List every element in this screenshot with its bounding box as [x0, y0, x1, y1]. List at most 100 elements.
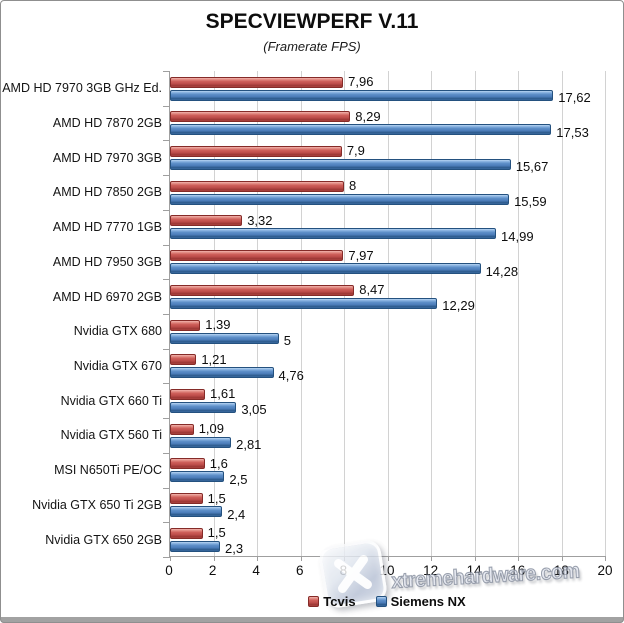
- x-axis-tick: [170, 556, 171, 561]
- bar-tcvis: [170, 76, 344, 88]
- bar-tcvis: [170, 458, 205, 470]
- legend-item-siemens-nx: Siemens NX: [375, 594, 466, 609]
- category-label: AMD HD 7770 1GB: [52, 220, 162, 235]
- category-label: Nvidia GTX 560 Ti: [60, 428, 162, 443]
- x-axis-tick-label: 6: [296, 563, 304, 578]
- category-label: AMD HD 7970 3GB GHz Ed.: [2, 81, 162, 96]
- gridline: [431, 71, 432, 556]
- y-axis-tick: [163, 522, 170, 524]
- bar-group: 7,9 15,67: [170, 140, 605, 175]
- bar-value-label: 5: [283, 333, 291, 348]
- x-axis-tick-label: 20: [597, 563, 613, 578]
- legend-swatch-siemens-nx: [375, 596, 387, 607]
- bar-group: 8 15,59: [170, 175, 605, 210]
- bar-value-label: 1,21: [201, 351, 227, 367]
- legend-label-siemens-nx: Siemens NX: [390, 594, 466, 609]
- gridline: [387, 71, 389, 556]
- x-axis-tick-label: 18: [553, 563, 569, 578]
- x-axis-tick-label: 8: [339, 563, 348, 578]
- bar-tcvis: [170, 493, 203, 505]
- bar-value-label: 12,29: [442, 298, 475, 314]
- bar-value-label: 7,9: [346, 143, 365, 159]
- y-axis-tick: [163, 175, 170, 177]
- bar-value-label: 2,81: [236, 437, 262, 453]
- y-axis-tick: [163, 557, 170, 558]
- category-label: Nvidia GTX 670: [73, 359, 162, 374]
- category-label: AMD HD 7870 2GB: [52, 116, 162, 131]
- bar-siemens-nx: [170, 263, 481, 275]
- category-label: Nvidia GTX 650 2GB: [45, 532, 162, 547]
- category-label: MSI N650Ti PE/OC: [54, 463, 162, 478]
- bar-siemens-nx: [170, 297, 438, 309]
- bar-siemens-nx: [170, 436, 232, 448]
- y-axis-tick: [163, 348, 170, 350]
- bar-group: 1,5 2,4: [170, 488, 605, 523]
- category-axis-labels: AMD HD 7970 3GB GHz Ed. AMD HD 7870 2GB AM…: [2, 71, 162, 557]
- bar-group: 1,21 4,76: [170, 349, 605, 384]
- x-axis-tick: [474, 556, 476, 561]
- bar-siemens-nx: [170, 540, 221, 552]
- x-axis-tick: [605, 556, 606, 561]
- gridline: [518, 71, 519, 556]
- bar-group: 1,6 2,5: [170, 453, 605, 488]
- y-axis-tick: [163, 140, 170, 142]
- bar-tcvis: [170, 354, 197, 366]
- bar-value-label: 8: [349, 178, 357, 194]
- x-axis-tick: [213, 556, 215, 561]
- bar-tcvis: [170, 111, 351, 123]
- x-axis-tick: [431, 556, 432, 561]
- bar-value-label: 7,96: [348, 74, 374, 89]
- x-axis-tick: [561, 556, 563, 561]
- gridline: [474, 71, 476, 556]
- y-axis-tick: [163, 418, 170, 420]
- bar-siemens-nx: [170, 193, 510, 205]
- x-axis-tick-label: 4: [252, 563, 260, 578]
- bar-value-label: 17,53: [556, 124, 589, 140]
- bar-value-label: 2,3: [225, 541, 244, 557]
- bar-value-label: 2,5: [229, 471, 248, 487]
- bar-tcvis: [170, 527, 203, 539]
- gridline: [257, 71, 258, 556]
- x-axis-tick-label: 0: [165, 563, 173, 578]
- bar-tcvis: [170, 250, 344, 262]
- bar-siemens-nx: [170, 228, 497, 240]
- x-axis-tick-label: 10: [379, 563, 395, 578]
- bar-value-label: 1,09: [198, 421, 225, 437]
- gridline: [300, 71, 302, 556]
- bar-value-label: 8,29: [355, 108, 381, 124]
- category-label: Nvidia GTX 660 Ti: [60, 393, 162, 408]
- y-axis-tick: [163, 244, 170, 246]
- bar-tcvis: [170, 180, 344, 192]
- y-axis-tick: [163, 452, 170, 454]
- bar-siemens-nx: [170, 506, 223, 518]
- y-axis-tick: [163, 209, 170, 211]
- x-axis-tick-label: 2: [208, 563, 217, 578]
- bar-value-label: 15,67: [515, 159, 549, 175]
- category-label: Nvidia GTX 650 Ti 2GB: [32, 497, 162, 512]
- legend-item-tcvis: Tcvis: [308, 594, 356, 609]
- bar-group: 7,97 14,28: [170, 245, 605, 280]
- bar-siemens-nx: [170, 367, 274, 379]
- legend-swatch-tcvis: [308, 596, 320, 607]
- bar-group: 1,09 2,81: [170, 418, 605, 453]
- gridline: [344, 71, 345, 556]
- x-axis-tick-label: 12: [423, 563, 439, 578]
- bar-value-label: 1,6: [209, 455, 228, 471]
- gridline: [213, 71, 215, 556]
- category-label: AMD HD 6970 2GB: [52, 289, 162, 304]
- bar-value-label: 14,99: [501, 228, 534, 244]
- bar-tcvis: [170, 215, 243, 227]
- bar-value-label: 7,97: [348, 247, 374, 263]
- gridline: [605, 71, 606, 556]
- category-label: AMD HD 7970 3GB: [52, 150, 162, 165]
- bar-value-label: 8,47: [359, 282, 385, 298]
- bar-group: 1,61 3,05: [170, 383, 605, 418]
- bar-tcvis: [170, 319, 201, 331]
- bar-group: 8,47 12,29: [170, 279, 605, 314]
- bar-siemens-nx: [170, 124, 552, 136]
- y-axis-tick: [163, 487, 170, 489]
- bar-value-label: 14,28: [485, 263, 519, 279]
- x-axis-tick: [300, 556, 302, 561]
- bar-group: 7,96 17,62: [170, 71, 605, 106]
